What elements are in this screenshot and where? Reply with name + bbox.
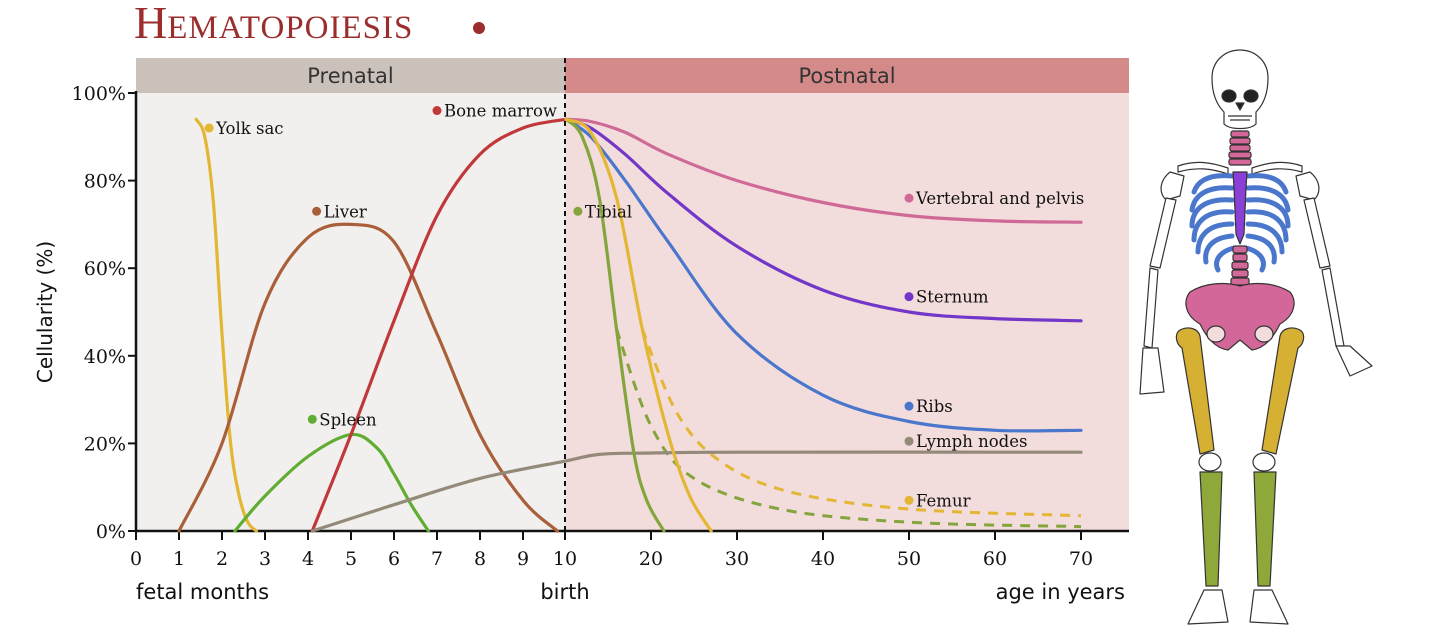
series-label-text: Femur — [916, 491, 971, 510]
x-tick-label-fetal: 5 — [345, 548, 357, 570]
femurs — [1175, 327, 1305, 455]
series-line-tibial — [564, 117, 666, 533]
x-tick-label-fetal: 9 — [517, 548, 529, 570]
postnatal-band-label: Postnatal — [798, 64, 895, 88]
postnatal-background — [565, 93, 1129, 531]
vertebral-column — [1230, 245, 1250, 286]
x-tick-label-fetal: 3 — [259, 548, 271, 570]
y-tick-label: 40% — [84, 346, 126, 368]
series-label-dot — [904, 193, 914, 203]
series-line-femur — [564, 117, 713, 533]
cervical-vertebrae — [1228, 130, 1252, 166]
tibias — [1199, 471, 1277, 587]
series-layer — [177, 117, 1083, 533]
dashed-series-line — [615, 328, 1082, 529]
knee-left — [1198, 452, 1222, 472]
x-tick-label-years: 10 — [553, 548, 577, 570]
series-label-text: Yolk sac — [215, 119, 283, 138]
ribcage — [1189, 173, 1291, 273]
series-label-dot — [312, 206, 322, 216]
x-tick-label-fetal: 8 — [474, 548, 486, 570]
series-label-text: Tibial — [585, 202, 632, 221]
figure-title: HEMATOPOIESIS — [134, 0, 413, 48]
prenatal-band-label: Prenatal — [307, 64, 394, 88]
postnatal-band — [565, 58, 1129, 93]
series-line-ribs — [564, 117, 1083, 433]
x-fetal-months-label: fetal months — [136, 580, 269, 604]
series-label-text: Liver — [324, 202, 367, 221]
y-tick-label: 0% — [96, 521, 126, 543]
x-tick-label-years: 30 — [725, 548, 749, 570]
series-label-dot — [307, 414, 317, 424]
shoulders — [1160, 171, 1320, 201]
x-age-years-label: age in years — [996, 580, 1125, 604]
x-tick-label-fetal: 0 — [130, 548, 142, 570]
y-tick-label: 60% — [84, 258, 126, 280]
series-label-text: Sternum — [916, 288, 989, 307]
y-axis-label: Cellularity (%) — [33, 241, 57, 383]
arms — [1139, 197, 1373, 395]
title-dot — [473, 22, 485, 34]
series-label-dot — [573, 206, 583, 216]
x-tick-label-years: 60 — [983, 548, 1007, 570]
series-label-dot — [432, 106, 442, 116]
y-tick-label: 20% — [84, 433, 126, 455]
y-tick-label: 100% — [72, 83, 126, 105]
series-line-sternum — [564, 117, 1083, 323]
x-tick-label-years: 50 — [897, 548, 921, 570]
x-birth-label: birth — [540, 580, 589, 604]
series-label-text: Lymph nodes — [916, 432, 1027, 451]
knee-right — [1252, 452, 1276, 472]
title-rest: EMATOPOIESIS — [167, 10, 413, 46]
x-tick-label-fetal: 4 — [302, 548, 314, 570]
series-line-lymph-nodes — [310, 450, 1083, 533]
series-label-dot — [904, 292, 914, 302]
series-label-text: Bone marrow — [444, 102, 557, 121]
pelvis — [1185, 282, 1295, 351]
y-axis: 0% 20% 40% 60% 80% 100% — [72, 83, 138, 543]
series-line-bone-marrow — [310, 117, 568, 533]
prenatal-band — [136, 58, 565, 93]
dashed-series-line — [641, 328, 1082, 518]
sternum — [1232, 171, 1248, 245]
series-label-text: Vertebral and pelvis — [915, 189, 1084, 208]
series-labels: Yolk sac Liver Spleen Bone marrow Tibial Vert… — [204, 102, 1084, 510]
series-label-dot — [904, 495, 914, 505]
x-tick-label-fetal: 1 — [173, 548, 185, 570]
clavicles — [1177, 161, 1303, 175]
skeleton-illustration — [1139, 49, 1373, 625]
prenatal-background — [136, 93, 565, 531]
cellularity-chart: Prenatal Postnatal 0% 20% 40% 60% 80% 100% 0 1… — [33, 58, 1129, 604]
x-tick-label-fetal: 7 — [431, 548, 443, 570]
x-tick-label-fetal: 6 — [388, 548, 400, 570]
x-axis: 0 1 2 3 4 5 6 7 8 9 10 20 30 40 50 60 70 — [130, 529, 1129, 570]
series-line-liver — [177, 222, 559, 533]
series-label-text: Ribs — [916, 397, 953, 416]
series-label-text: Spleen — [319, 410, 377, 429]
series-label-dot — [904, 401, 914, 411]
x-tick-label-years: 70 — [1069, 548, 1093, 570]
y-tick-label: 80% — [84, 171, 126, 193]
series-label-dot — [204, 123, 214, 133]
x-tick-label-fetal: 2 — [216, 548, 228, 570]
series-line-spleen — [233, 432, 430, 533]
feet — [1187, 589, 1289, 625]
title-first-letter: H — [134, 0, 167, 48]
x-tick-label-years: 40 — [811, 548, 835, 570]
skull — [1211, 49, 1269, 130]
series-label-dot — [904, 436, 914, 446]
x-tick-label-years: 20 — [639, 548, 663, 570]
series-line-vertebral-and-pelvis — [564, 117, 1083, 224]
